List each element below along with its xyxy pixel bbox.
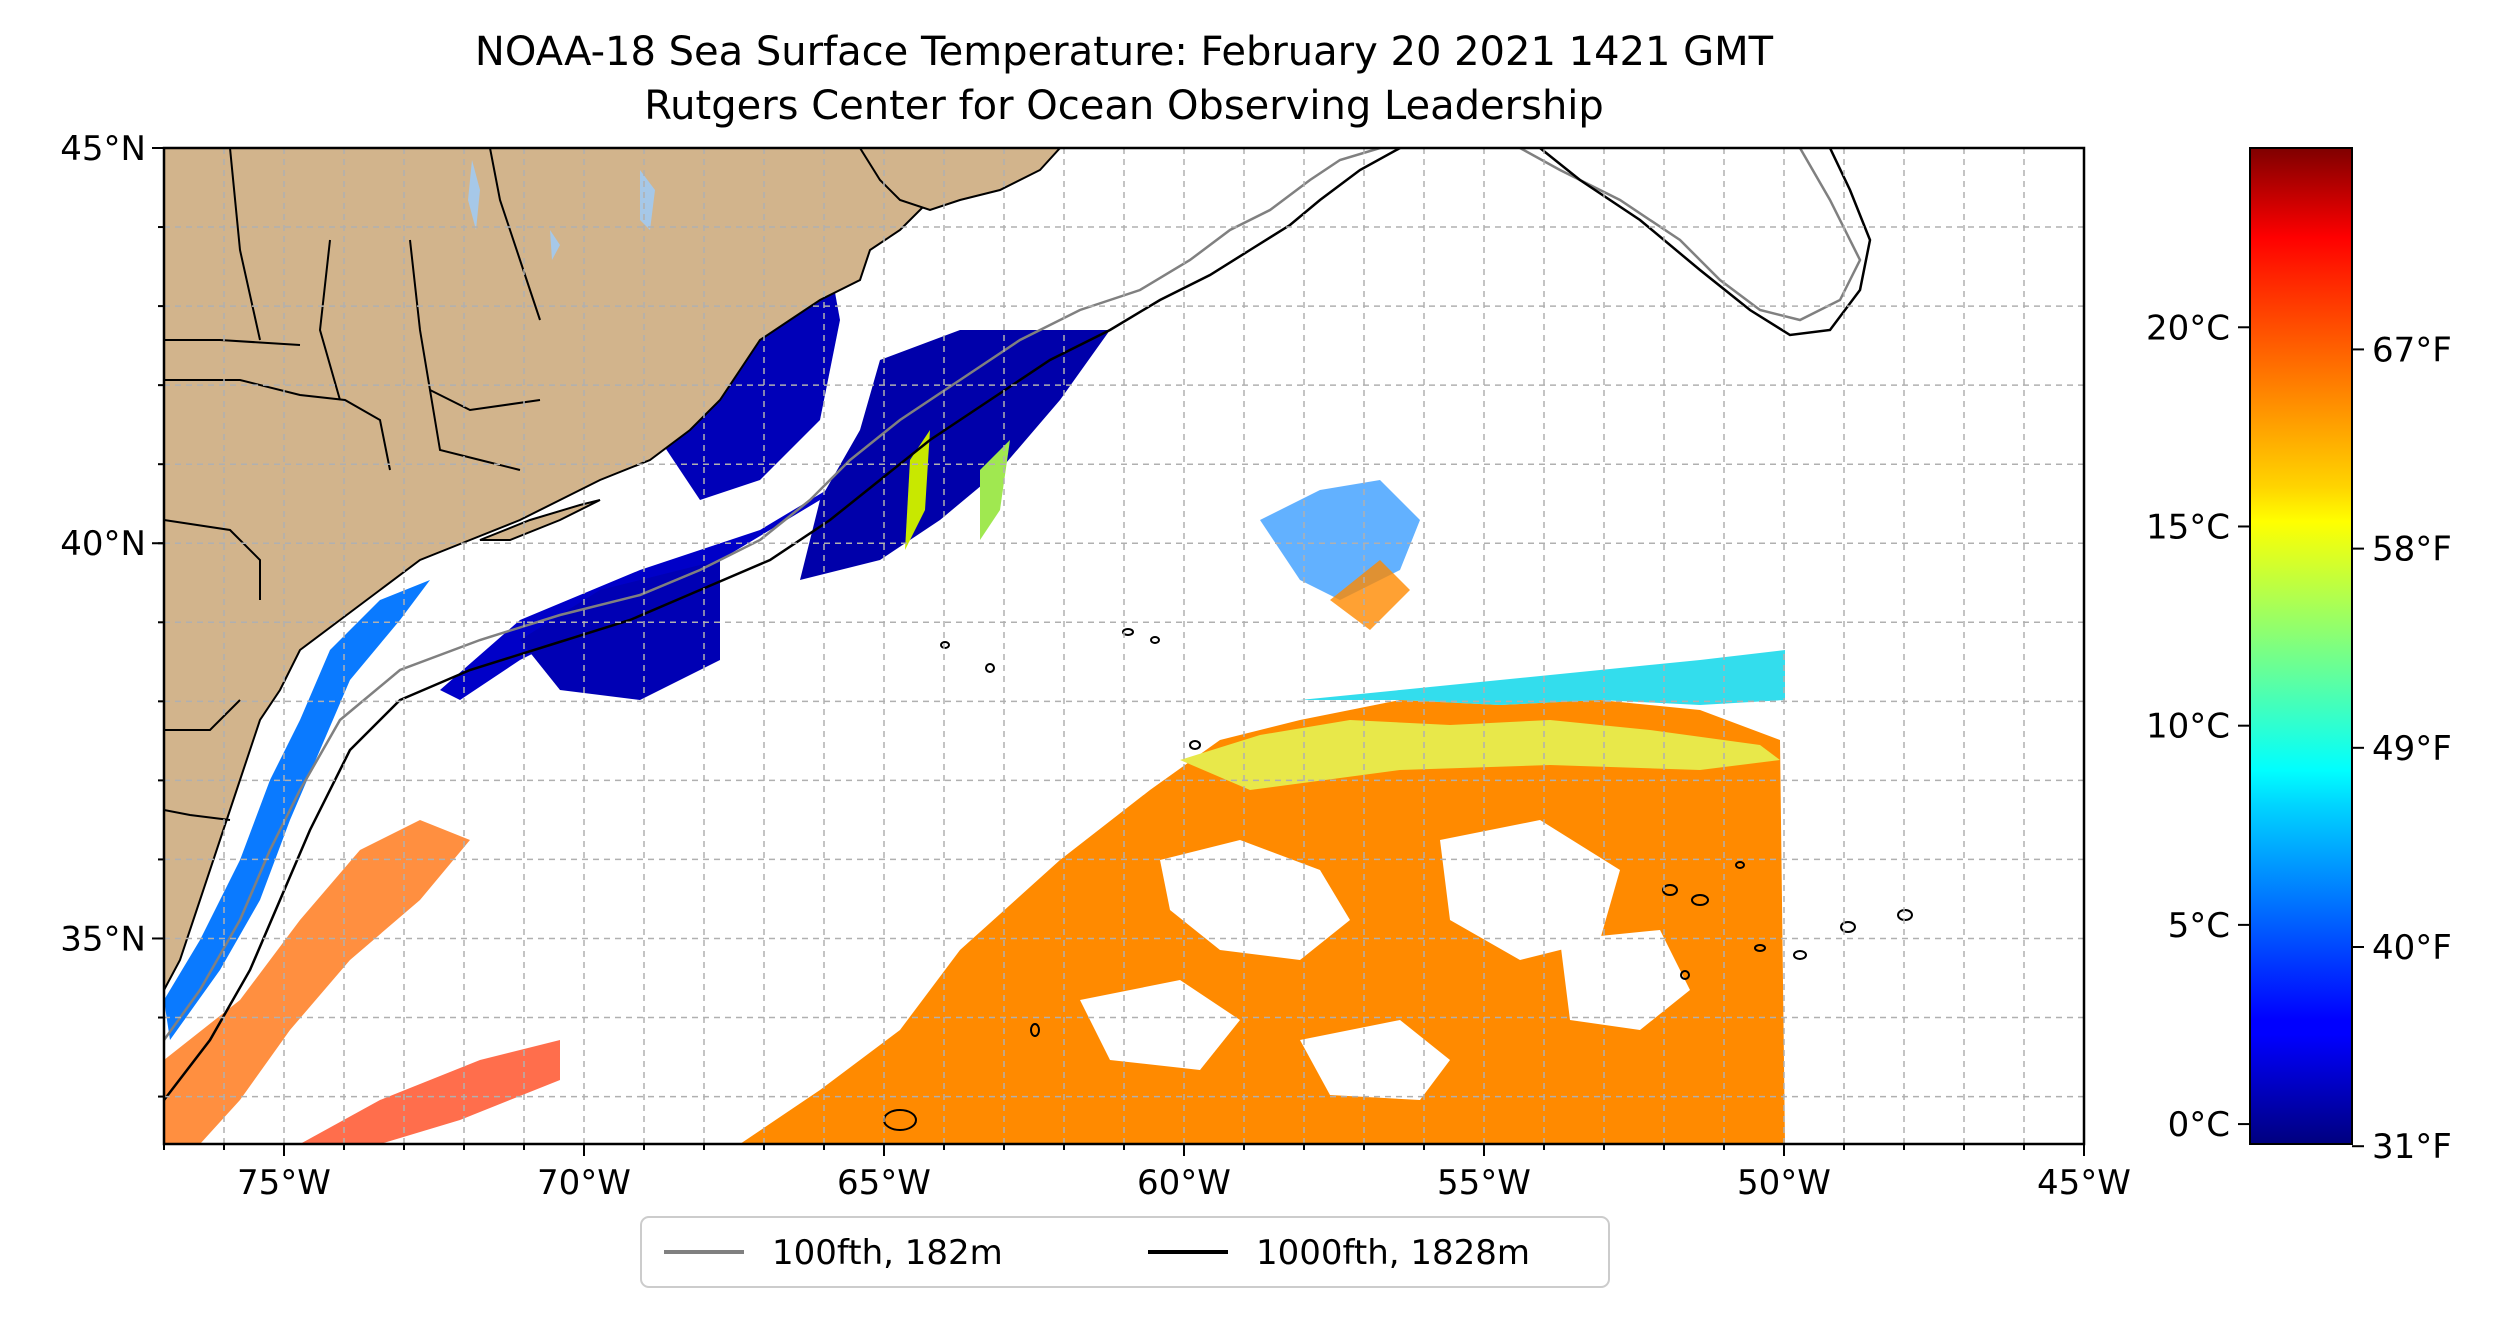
- lon-tick-label: 45°W: [2037, 1163, 2131, 1203]
- colorbar-fahrenheit-label: 40°F: [2372, 928, 2452, 968]
- contour-100fth: [164, 148, 1381, 1041]
- sst-coastal-cold: [164, 580, 430, 1040]
- cloud-gap-2: [1440, 820, 1620, 960]
- gridlines: [164, 148, 2084, 1144]
- state-border-ny-pa: [164, 379, 391, 471]
- lon-tick-label: 55°W: [1437, 1163, 1531, 1203]
- colorbar-celsius-ticks: 0°C 5°C 10°C 15°C 20°C: [2146, 308, 2250, 1145]
- contour-100fth-grand-banks: [1519, 148, 1862, 322]
- state-border-ct: [429, 389, 521, 471]
- state-border-pa-md: [164, 519, 261, 600]
- lon-tick-label: 65°W: [837, 1163, 931, 1203]
- latitude-axis: 45°N 40°N 35°N: [60, 129, 164, 1098]
- state-border-ny-vt: [318, 239, 341, 401]
- map-title: NOAA-18 Sea Surface Temperature: Februar…: [474, 29, 1774, 75]
- colorbar-celsius-label: 5°C: [2168, 906, 2230, 946]
- map-area: [164, 148, 2084, 1144]
- lake-champlain: [468, 160, 480, 230]
- colorbar-celsius-label: 0°C: [2168, 1105, 2230, 1145]
- state-border-va-nc: [164, 809, 231, 821]
- land-nova-scotia: [858, 148, 1062, 212]
- state-border-nh-me: [489, 148, 541, 321]
- sst-slope-patch: [520, 560, 720, 700]
- legend-label-100fth: 100fth, 182m: [772, 1233, 1003, 1273]
- map-subtitle: Rutgers Center for Ocean Observing Leade…: [644, 83, 1604, 129]
- sst-gulfstream-coastal: [164, 820, 470, 1144]
- lat-tick-label: 35°N: [60, 919, 146, 959]
- legend-box: [640, 1216, 1610, 1288]
- legend-label-1000fth: 1000fth, 1828m: [1256, 1233, 1530, 1273]
- cloud-gap-4: [1080, 980, 1240, 1070]
- lon-tick-label: 50°W: [1737, 1163, 1831, 1203]
- sst-georges-slope: [800, 330, 1110, 580]
- colorbar-fahrenheit-label: 49°F: [2372, 729, 2452, 769]
- land: [164, 148, 1062, 991]
- sst-warm-filament-2: [980, 440, 1010, 540]
- sst-warm-south: [300, 1040, 560, 1144]
- colorbar-fahrenheit-label: 58°F: [2372, 530, 2452, 570]
- land-us-canada: [164, 148, 1062, 991]
- land-quebec: [164, 148, 250, 290]
- seamounts: [883, 628, 1913, 1131]
- colorbar-fahrenheit-label: 67°F: [2372, 330, 2452, 370]
- sst-warm-filament-1: [905, 430, 930, 550]
- colorbar-celsius-label: 15°C: [2146, 507, 2230, 547]
- cloud-gap-5: [1300, 1020, 1450, 1100]
- colorbar-celsius-label: 10°C: [2146, 707, 2230, 747]
- lat-tick-label: 40°N: [60, 524, 146, 564]
- colorbar-celsius-label: 20°C: [2146, 308, 2230, 348]
- contour-legend: 100fth, 182m 1000fth, 1828m: [640, 1216, 1610, 1288]
- cloud-gap-1: [1160, 840, 1350, 960]
- state-border-va: [164, 699, 241, 731]
- colorbar-fahrenheit-label: 31°F: [2372, 1127, 2452, 1167]
- border-us-canada: [164, 339, 301, 346]
- sst-transition-band: [1180, 720, 1780, 790]
- lon-tick-label: 75°W: [237, 1163, 331, 1203]
- border-vt: [229, 148, 261, 341]
- colorbar-gradient: [2249, 147, 2353, 1145]
- contour-1000fth: [164, 148, 1401, 1101]
- lat-tick-label: 45°N: [60, 129, 146, 169]
- colorbar-fahrenheit-ticks: 31°F 40°F 49°F 58°F 67°F: [2352, 330, 2452, 1167]
- lon-tick-label: 70°W: [537, 1163, 631, 1203]
- contour-1000fth-grand-banks: [1539, 148, 1872, 337]
- sst-offshore-warm: [1330, 560, 1410, 630]
- lake-2: [550, 230, 560, 260]
- cloud-gap-3: [1560, 930, 1690, 1030]
- longitude-axis: 75°W 70°W 65°W 60°W 55°W 50°W 45°W: [163, 1144, 2131, 1203]
- colorbar: 0°C 5°C 10°C 15°C 20°C 31°F 40°F 49°F 58°F 67°F: [2146, 147, 2452, 1167]
- land-long-island: [479, 499, 601, 541]
- sst-raster: [164, 210, 1785, 1144]
- lon-tick-label: 60°W: [1137, 1163, 1231, 1203]
